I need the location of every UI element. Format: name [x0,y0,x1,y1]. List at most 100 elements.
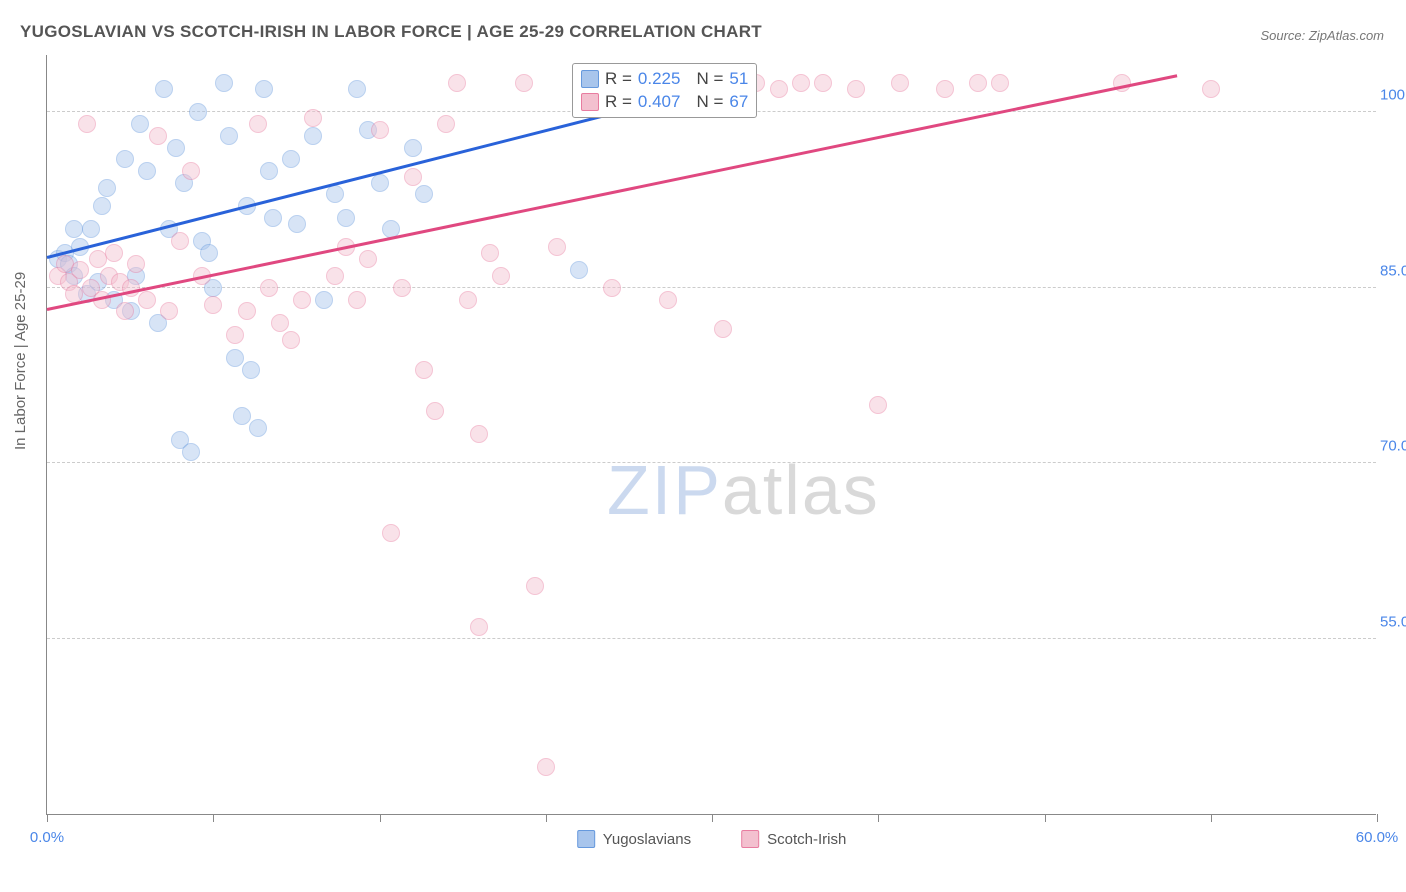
chart-title: YUGOSLAVIAN VS SCOTCH-IRISH IN LABOR FOR… [20,22,762,42]
scatter-point [415,361,433,379]
scatter-point [326,185,344,203]
scatter-point [969,74,987,92]
gridline [47,638,1376,639]
scatter-point [348,80,366,98]
scatter-point [869,396,887,414]
legend-item: Yugoslavians [577,830,691,848]
scatter-point [238,302,256,320]
scatter-point [105,244,123,262]
scatter-point [891,74,909,92]
scatter-point [82,220,100,238]
scatter-point [264,209,282,227]
scatter-point [659,291,677,309]
stat-r-value: 0.225 [638,69,681,89]
scatter-point [304,127,322,145]
scatter-point [78,115,96,133]
legend-swatch [741,830,759,848]
scatter-point [526,577,544,595]
scatter-point [326,267,344,285]
scatter-point [1202,80,1220,98]
stat-r-value: 0.407 [638,92,681,112]
scatter-point [515,74,533,92]
scatter-point [481,244,499,262]
y-tick-label: 55.0% [1380,613,1406,630]
scatter-point [249,419,267,437]
scatter-point [171,232,189,250]
scatter-point [242,361,260,379]
scatter-point [71,261,89,279]
scatter-point [770,80,788,98]
y-tick-label: 70.0% [1380,438,1406,455]
x-tick [546,814,547,822]
scatter-point [570,261,588,279]
scatter-point [470,618,488,636]
scatter-point [226,326,244,344]
scatter-point [991,74,1009,92]
scatter-point [315,291,333,309]
scatter-point [282,150,300,168]
legend-label: Scotch-Irish [767,831,846,848]
x-tick [1211,814,1212,822]
scatter-point [470,425,488,443]
stat-n-value: 51 [729,69,748,89]
scatter-point [404,168,422,186]
scatter-point [792,74,810,92]
scatter-point [233,407,251,425]
source-attribution: Source: ZipAtlas.com [1260,28,1384,43]
scatter-point [814,74,832,92]
scatter-point [200,244,218,262]
scatter-point [492,267,510,285]
stat-n-label: N = [696,92,723,112]
scatter-point [116,150,134,168]
x-tick [213,814,214,822]
scatter-point [393,279,411,297]
scatter-point [371,121,389,139]
scatter-point [448,74,466,92]
legend-item: Scotch-Irish [741,830,846,848]
scatter-point [936,80,954,98]
x-tick [712,814,713,822]
stat-r-label: R = [605,92,632,112]
legend: Yugoslavians Scotch-Irish [577,830,847,848]
x-tick-label: 60.0% [1356,829,1399,846]
scatter-point [304,109,322,127]
scatter-point [160,302,178,320]
scatter-point [138,291,156,309]
scatter-point [288,215,306,233]
scatter-point [548,238,566,256]
scatter-point [204,296,222,314]
scatter-point [189,103,207,121]
scatter-point [220,127,238,145]
stat-row: R = 0.407 N = 67 [581,92,748,112]
x-tick [1377,814,1378,822]
scatter-point [426,402,444,420]
correlation-stats-box: R = 0.225 N = 51 R = 0.407 N = 67 [572,63,757,118]
scatter-point [226,349,244,367]
scatter-point [293,291,311,309]
scatter-point [65,220,83,238]
x-tick [878,814,879,822]
scatter-point [182,443,200,461]
scatter-point [260,162,278,180]
stat-r-label: R = [605,69,632,89]
scatter-point [155,80,173,98]
scatter-point [714,320,732,338]
y-tick-label: 100.0% [1380,87,1406,104]
scatter-point [149,127,167,145]
x-tick [380,814,381,822]
scatter-point [98,179,116,197]
scatter-point [271,314,289,332]
scatter-point [93,197,111,215]
series-swatch [581,70,599,88]
stat-n-value: 67 [729,92,748,112]
scatter-point [603,279,621,297]
scatter-point [537,758,555,776]
stat-n-label: N = [696,69,723,89]
scatter-point [359,250,377,268]
scatter-point [182,162,200,180]
scatter-point [282,331,300,349]
x-tick-label: 0.0% [30,829,64,846]
stat-row: R = 0.225 N = 51 [581,69,748,89]
legend-swatch [577,830,595,848]
scatter-point [459,291,477,309]
